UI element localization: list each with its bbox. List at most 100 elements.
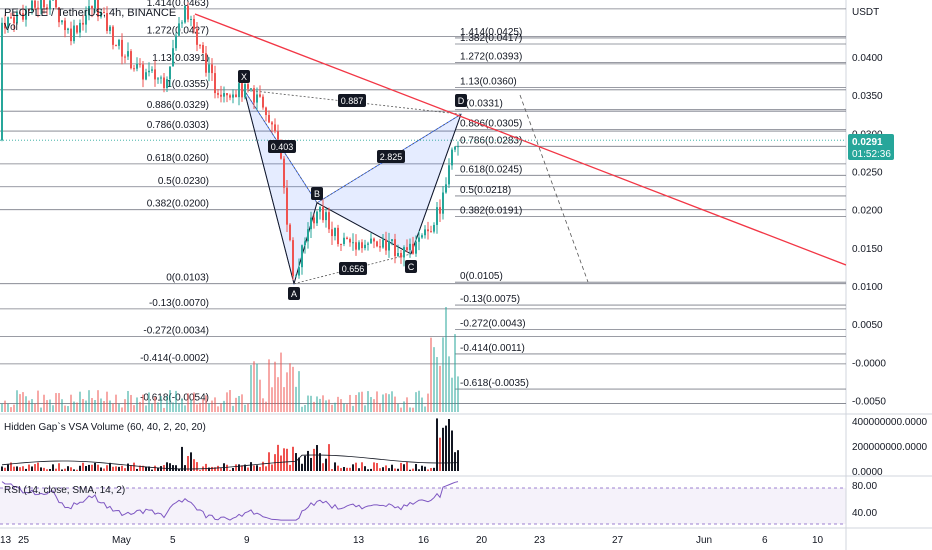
candle-body[interactable] [445, 184, 447, 193]
candle-body[interactable] [451, 149, 453, 166]
candle-body[interactable] [283, 158, 285, 188]
candle-body[interactable] [388, 241, 390, 251]
candle-body[interactable] [40, 0, 42, 10]
candle-body[interactable] [121, 39, 123, 57]
candle-body[interactable] [202, 45, 204, 54]
candle-body[interactable] [409, 243, 411, 251]
candle-body[interactable] [271, 122, 273, 125]
candle-body[interactable] [88, 6, 90, 16]
candle-body[interactable] [58, 7, 60, 23]
candle-body[interactable] [325, 212, 327, 221]
candle-body[interactable] [178, 23, 180, 36]
candle-body[interactable] [160, 77, 162, 79]
candle-body[interactable] [223, 93, 225, 97]
candle-body[interactable] [361, 242, 363, 249]
candle-body[interactable] [127, 51, 129, 57]
candle-body[interactable] [268, 115, 270, 123]
candle-body[interactable] [364, 244, 366, 249]
candle-body[interactable] [34, 0, 36, 8]
candle-body[interactable] [31, 0, 33, 11]
candle-body[interactable] [346, 237, 348, 240]
candle-body[interactable] [253, 88, 255, 103]
candle-body[interactable] [262, 96, 264, 108]
candle-body[interactable] [274, 124, 276, 132]
candle-body[interactable] [91, 6, 93, 9]
candle-body[interactable] [37, 7, 39, 10]
candle-body[interactable] [259, 94, 261, 97]
candle-body[interactable] [301, 245, 303, 268]
candle-body[interactable] [79, 22, 81, 33]
candle-body[interactable] [298, 267, 300, 276]
candle-body[interactable] [394, 239, 396, 257]
candle-body[interactable] [163, 77, 165, 88]
candle-body[interactable] [454, 146, 456, 150]
candle-body[interactable] [289, 224, 291, 241]
candle-body[interactable] [442, 192, 444, 214]
candle-body[interactable] [19, 12, 21, 14]
candle-body[interactable] [403, 247, 405, 258]
vsa-panel-title[interactable]: Hidden Gap`s VSA Volume (60, 40, 2, 20, … [4, 421, 206, 433]
candle-body[interactable] [421, 235, 423, 238]
candle-body[interactable] [397, 252, 399, 257]
candle-body[interactable] [343, 237, 345, 245]
symbol-title[interactable]: PEOPLE / TetherUS, 4h, BINANCE [4, 7, 176, 19]
candle-body[interactable] [295, 275, 297, 277]
candle-body[interactable] [292, 240, 294, 277]
candle-body[interactable] [46, 7, 48, 10]
candle-body[interactable] [358, 242, 360, 250]
candle-body[interactable] [235, 94, 237, 98]
candle-body[interactable] [379, 246, 381, 248]
candle-body[interactable] [430, 231, 432, 233]
candle-body[interactable] [265, 107, 267, 116]
candle-body[interactable] [214, 73, 216, 94]
candle-body[interactable] [391, 239, 393, 242]
candle-body[interactable] [43, 0, 45, 8]
candle-body[interactable] [115, 44, 117, 46]
candle-body[interactable] [142, 64, 144, 80]
candle-body[interactable] [49, 0, 51, 10]
pattern-point-marker[interactable] [311, 187, 323, 200]
candle-body[interactable] [211, 64, 213, 74]
candle-body[interactable] [73, 25, 75, 42]
candle-body[interactable] [187, 6, 189, 20]
candle-body[interactable] [250, 88, 252, 90]
candle-body[interactable] [367, 243, 369, 245]
candle-body[interactable] [229, 95, 231, 98]
candle-body[interactable] [76, 25, 78, 33]
pattern-point-marker[interactable] [405, 260, 417, 273]
candle-body[interactable] [25, 9, 27, 20]
candle-body[interactable] [139, 63, 141, 65]
candle-body[interactable] [256, 94, 258, 103]
candle-body[interactable] [424, 229, 426, 236]
candle-body[interactable] [418, 237, 420, 242]
candle-body[interactable] [310, 217, 312, 230]
candle-body[interactable] [112, 26, 114, 45]
candle-body[interactable] [7, 17, 9, 29]
candle-body[interactable] [148, 70, 150, 73]
candle-body[interactable] [334, 227, 336, 237]
candle-body[interactable] [337, 227, 339, 245]
candle-body[interactable] [349, 239, 351, 243]
pattern-ratio-box[interactable] [268, 140, 296, 153]
candle-body[interactable] [85, 15, 87, 25]
candle-body[interactable] [328, 212, 330, 230]
candle-body[interactable] [352, 242, 354, 244]
candle-body[interactable] [196, 29, 198, 45]
candle-body[interactable] [4, 22, 6, 29]
candle-body[interactable] [319, 207, 321, 212]
candle-body[interactable] [307, 229, 309, 242]
candle-body[interactable] [10, 17, 12, 19]
candle-body[interactable] [412, 243, 414, 254]
candle-body[interactable] [376, 241, 378, 247]
pattern-ratio-box[interactable] [339, 262, 367, 275]
candle-body[interactable] [427, 229, 429, 232]
candle-body[interactable] [94, 0, 96, 9]
candle-body[interactable] [241, 83, 243, 98]
candle-body[interactable] [439, 207, 441, 214]
candle-body[interactable] [313, 217, 315, 224]
candle-body[interactable] [169, 66, 171, 80]
candle-body[interactable] [172, 48, 174, 67]
candle-body[interactable] [385, 239, 387, 251]
candle-body[interactable] [166, 79, 168, 88]
